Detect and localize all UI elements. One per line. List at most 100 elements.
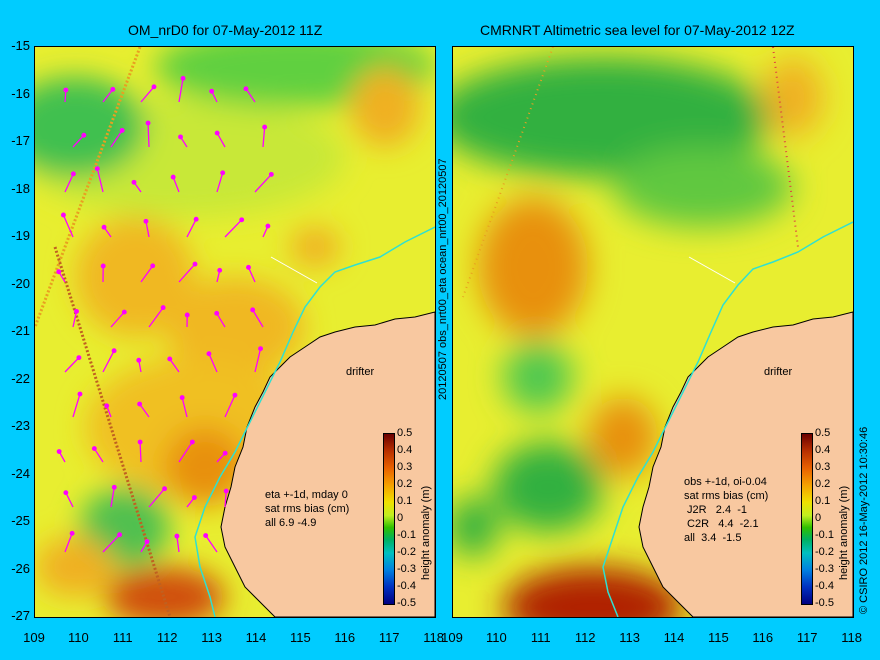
velocity-vector [110,311,125,328]
y-tick-label: -26 [11,560,30,576]
velocity-vector [205,535,218,553]
velocity-vector [93,448,104,463]
velocity-vector-head [91,446,97,452]
velocity-vector-head [170,174,176,180]
velocity-vector-head [220,170,226,176]
velocity-vector [178,441,193,463]
velocity-vector [181,397,188,418]
colorbar-tick-label: -0.2 [397,546,416,558]
colorbar-tick-label: 0 [397,512,404,524]
velocity-vector [65,492,74,508]
velocity-vector-head [74,308,79,314]
velocity-vector [254,173,272,193]
colorbar-tick-label: 0.3 [815,461,831,473]
right-colorbar [801,433,813,605]
right-drifter-label: drifter [764,366,793,378]
x-tick-label: 118 [423,630,444,645]
left-colorbar-title: height anomaly (m) [420,485,432,580]
velocity-vector [72,134,85,148]
velocity-vector [172,176,180,193]
velocity-vectors [56,75,274,553]
velocity-vector-head [262,124,268,130]
velocity-vector [224,490,227,508]
velocity-vector-head [223,488,229,494]
colorbar-tick-label: -0.4 [815,580,834,592]
velocity-vector-head [60,212,66,218]
y-tick-label: -19 [11,228,30,243]
y-tick-label: -20 [11,275,30,291]
velocity-vector-head [100,263,106,269]
colorbar-tick-label: 0.1 [815,495,831,507]
velocity-vector [72,393,81,418]
velocity-vector-head [94,166,100,172]
velocity-vector-head [76,355,82,361]
velocity-vector [224,219,243,238]
velocity-vector [208,353,218,373]
velocity-vector [140,86,155,103]
velocity-vector-head [145,120,151,126]
velocity-vector [216,312,226,328]
velocity-vector-head [265,223,271,229]
velocity-vector-head [110,86,116,92]
x-tick-label: 113 [619,630,640,645]
velocity-vector-head [217,267,223,273]
x-tick-label: 118 [841,630,862,645]
x-tick-label: 117 [796,630,818,645]
x-tick-label: 112 [156,630,178,645]
velocity-vector [247,267,256,283]
velocity-vector-head [136,357,142,363]
colorbar-tick-label: 0.2 [815,478,831,490]
y-tick-label: -17 [11,133,30,148]
velocity-vector-head [119,127,125,133]
colorbar-tick-label: -0.5 [397,597,416,609]
velocity-vector [139,403,150,418]
left-map-panel[interactable] [34,46,436,618]
right-map-panel[interactable] [452,46,854,618]
velocity-vector-head [117,532,123,538]
x-tick-label: 115 [708,630,729,645]
velocity-vector-head [56,269,62,275]
velocity-vector-head [150,263,156,269]
left-colorbar [383,433,395,605]
x-tick-label: 112 [574,630,596,645]
y-tick-label: -18 [11,180,30,196]
colorbar-tick-label: -0.2 [815,546,834,558]
velocity-vector [140,265,154,283]
velocity-vector-head [111,484,117,490]
velocity-vector-head [111,348,117,354]
velocity-vector [169,358,180,373]
x-tick-label: 111 [112,630,133,645]
x-tick-label: 114 [245,630,267,645]
copyright: © CSIRO 2012 16-May-2012 10:30:46 [858,426,870,614]
velocity-vector-head [239,217,245,223]
velocity-vector-head [179,395,185,401]
velocity-vector-head [180,75,186,81]
right-stats: obs +-1d, oi-0.04 sat rms bias (cm) J2R … [684,476,769,544]
velocity-vector-head [137,439,143,445]
x-tick-label: 114 [663,630,685,645]
velocity-vector-head [77,391,83,397]
velocity-vector [64,173,74,193]
colorbar-tick-label: -0.3 [815,563,834,575]
colorbar-tick-label: -0.3 [397,563,416,575]
velocity-vector [148,488,166,508]
colorbar-tick-label: -0.4 [397,580,416,592]
colorbar-tick-label: 0.2 [397,478,413,490]
colorbar-tick-label: -0.5 [815,597,834,609]
velocity-vector [178,263,196,283]
velocity-vector [147,122,150,148]
velocity-vector-head [232,392,238,398]
velocity-vector-head [167,356,173,362]
velocity-vector [145,221,150,238]
velocity-vector-head [69,530,75,536]
velocity-vector-head [63,490,69,496]
velocity-vector [245,88,256,103]
colorbar-tick-label: 0.4 [815,444,831,456]
velocity-vector-head [258,346,263,352]
colorbar-tick-label: -0.1 [815,529,834,541]
velocity-vector-head [250,307,256,313]
velocity-vector [102,350,115,373]
colorbar-tick-label: 0.1 [397,495,413,507]
x-tick-label: 113 [201,630,222,645]
velocity-vector-head [151,84,157,90]
